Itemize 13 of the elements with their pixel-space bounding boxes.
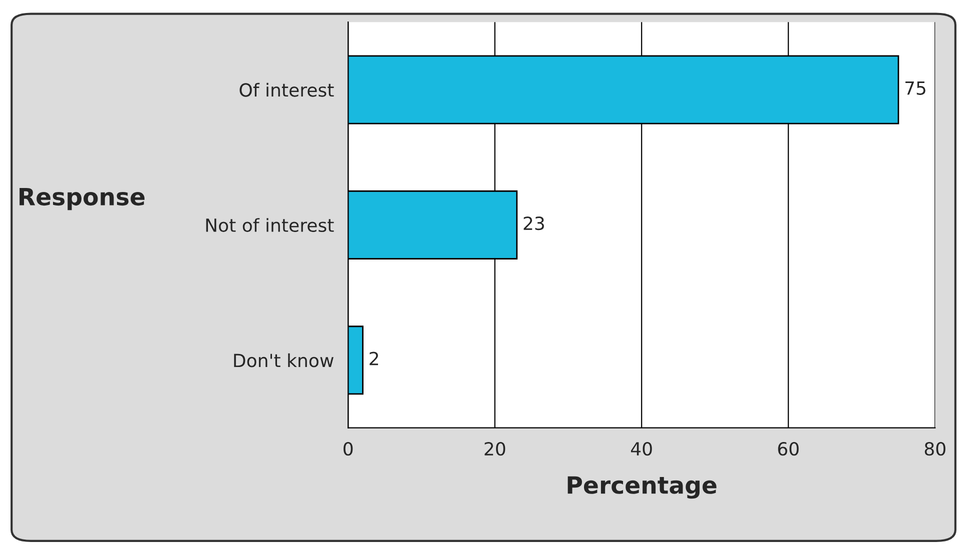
y-tick-label: Not of interest bbox=[206, 218, 334, 232]
x-tick-label: 40 bbox=[631, 442, 652, 456]
x-tick-label: 20 bbox=[484, 442, 506, 456]
data-label: 23 bbox=[524, 216, 544, 230]
y-tick-label: Of interest bbox=[240, 82, 334, 97]
data-label: 2 bbox=[370, 352, 378, 366]
data-label: 75 bbox=[905, 82, 926, 95]
x-tick-label: 80 bbox=[924, 442, 946, 456]
x-tick-label: 60 bbox=[778, 442, 799, 456]
x-tick-label: 0 bbox=[344, 442, 353, 456]
x-axis-title: Percentage bbox=[568, 476, 716, 499]
y-tick-label: Don't know bbox=[234, 353, 334, 368]
y-axis-title: Response bbox=[20, 188, 145, 210]
